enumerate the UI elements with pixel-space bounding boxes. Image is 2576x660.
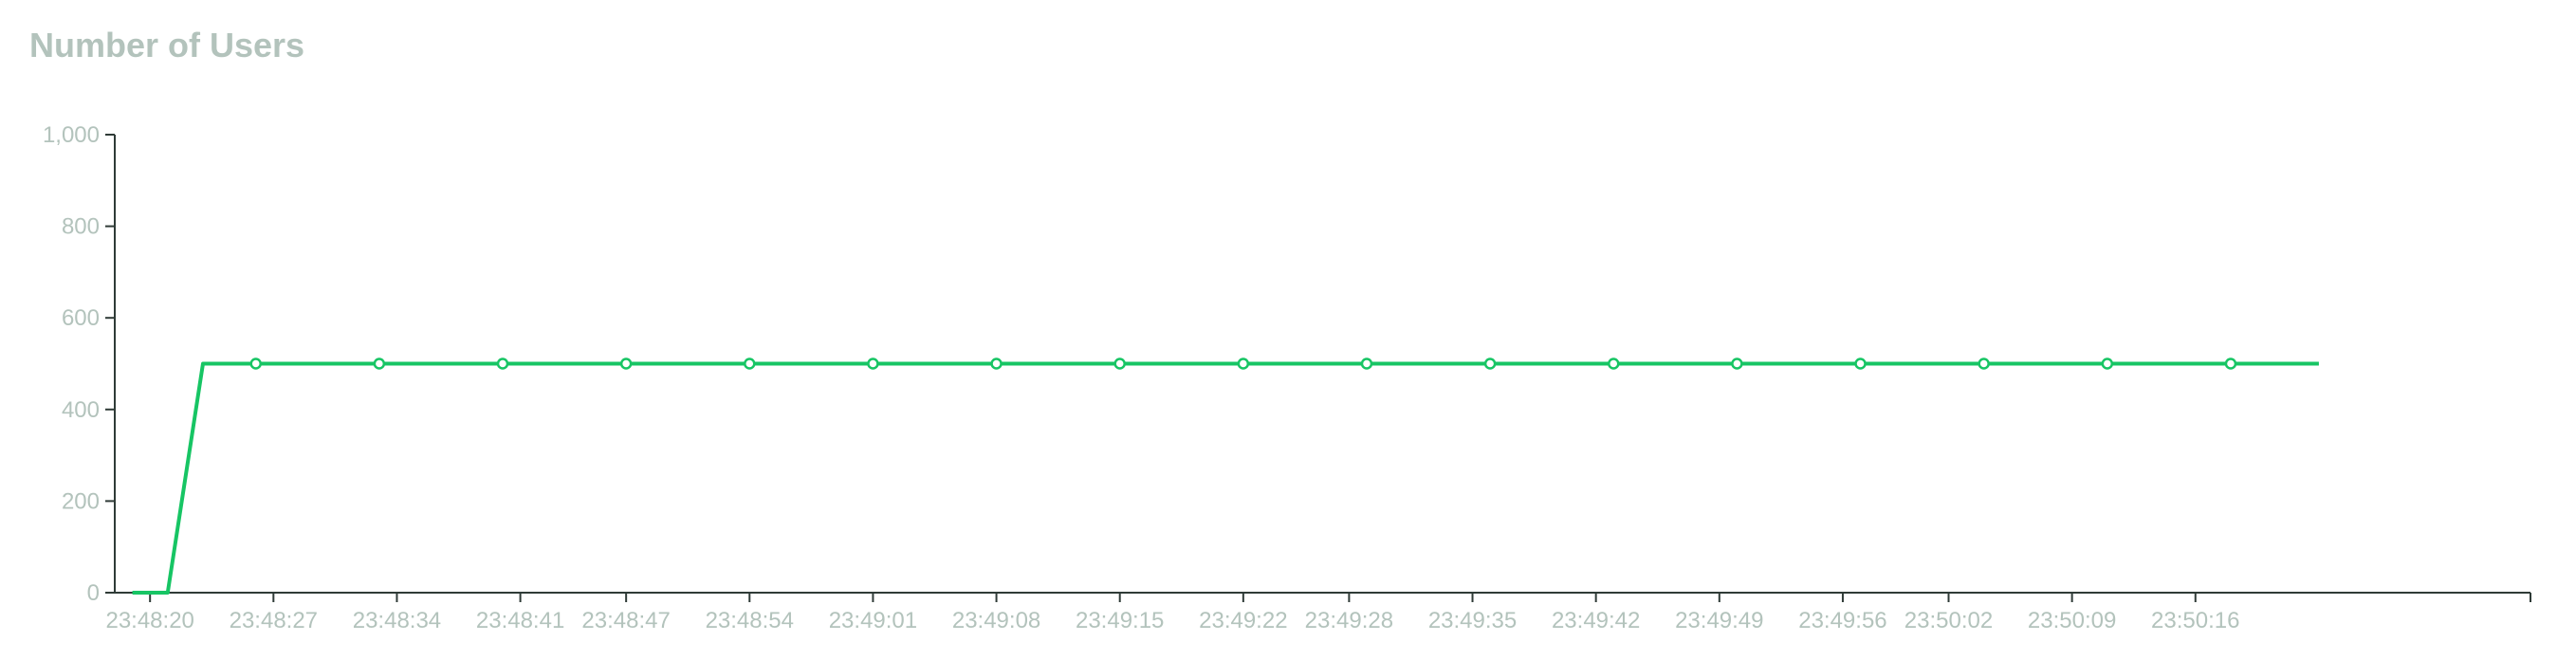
x-axis: 23:48:20 23:48:27 23:48:34 23:48:41 23:48:47…: [105, 593, 2530, 633]
data-point[interactable]: [621, 359, 631, 369]
x-tick-label: 23:50:16: [2151, 608, 2239, 633]
x-tick-label: 23:49:49: [1675, 608, 1763, 633]
data-point[interactable]: [1115, 359, 1125, 369]
x-tick-label: 23:48:34: [353, 608, 441, 633]
data-point[interactable]: [1485, 359, 1495, 369]
data-point[interactable]: [1856, 359, 1866, 369]
x-tick-label: 23:49:35: [1428, 608, 1517, 633]
data-point[interactable]: [1609, 359, 1618, 369]
series-line: [133, 364, 2319, 594]
x-tick-label: 23:49:28: [1305, 608, 1393, 633]
x-tick-label: 23:49:15: [1076, 608, 1164, 633]
x-tick-label: 23:49:56: [1798, 608, 1886, 633]
x-tick-label: 23:48:27: [230, 608, 318, 633]
x-tick-label: 23:49:01: [829, 608, 917, 633]
data-point[interactable]: [251, 359, 261, 369]
data-point[interactable]: [1362, 359, 1371, 369]
data-point[interactable]: [375, 359, 384, 369]
x-tick-label: 23:48:41: [476, 608, 564, 633]
data-point[interactable]: [745, 359, 754, 369]
x-tick-label: 23:48:20: [105, 608, 193, 633]
x-tick-label: 23:50:02: [1904, 608, 1993, 633]
y-tick-label: 400: [62, 397, 100, 423]
y-tick-label: 200: [62, 488, 100, 514]
data-point[interactable]: [1979, 359, 1989, 369]
data-point[interactable]: [1239, 359, 1248, 369]
data-point[interactable]: [2226, 359, 2236, 369]
y-axis: 0 200 400 600 800 1,000: [43, 122, 115, 606]
x-tick-label: 23:49:22: [1199, 608, 1287, 633]
data-point[interactable]: [1732, 359, 1741, 369]
y-tick-label: 0: [87, 580, 100, 606]
x-tick-label: 23:48:54: [706, 608, 794, 633]
data-point[interactable]: [868, 359, 877, 369]
data-point[interactable]: [2103, 359, 2112, 369]
x-tick-label: 23:50:09: [2028, 608, 2116, 633]
data-point[interactable]: [498, 359, 507, 369]
x-tick-label: 23:49:42: [1552, 608, 1640, 633]
y-tick-label: 800: [62, 214, 100, 240]
y-tick-label: 600: [62, 305, 100, 331]
y-tick-label: 1,000: [43, 122, 100, 148]
x-tick-label: 23:49:08: [952, 608, 1040, 633]
data-point[interactable]: [992, 359, 1002, 369]
x-tick-label: 23:48:47: [581, 608, 670, 633]
series-group: [133, 359, 2319, 594]
